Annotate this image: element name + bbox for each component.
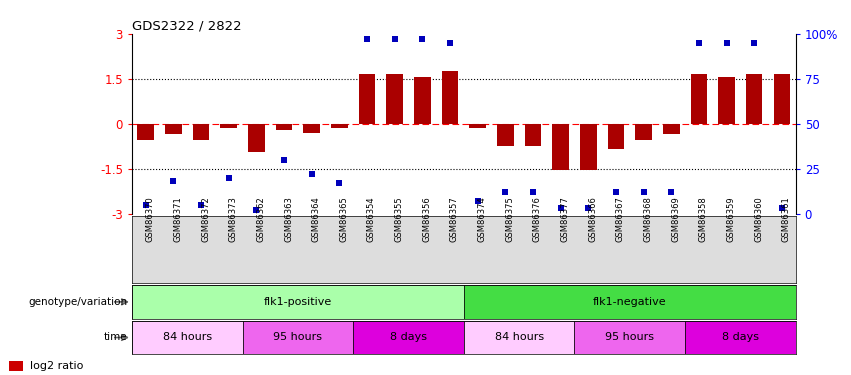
Text: GSM86360: GSM86360 [754,196,763,242]
Text: GSM86377: GSM86377 [561,196,569,242]
Text: GSM86354: GSM86354 [367,196,376,242]
Text: log2 ratio: log2 ratio [30,360,83,370]
Point [139,202,152,208]
Text: 95 hours: 95 hours [605,333,654,342]
Point [609,189,623,195]
Bar [718,77,735,124]
Text: flk1-positive: flk1-positive [264,297,332,307]
Bar [552,124,568,170]
Bar [132,321,243,354]
Text: flk1-negative: flk1-negative [593,297,666,307]
Text: GSM86361: GSM86361 [782,196,791,242]
Text: GSM86370: GSM86370 [146,196,155,242]
Text: 8 days: 8 days [722,333,759,342]
Bar [248,124,265,152]
Text: GSM86375: GSM86375 [505,196,514,242]
Point [194,202,208,208]
Text: GSM86355: GSM86355 [395,196,403,242]
Text: GSM86367: GSM86367 [616,196,625,242]
Bar [442,71,458,124]
Bar [608,124,625,149]
Bar [359,74,375,124]
Bar [138,124,154,140]
Bar [331,124,348,128]
Text: GDS2322 / 2822: GDS2322 / 2822 [132,20,242,33]
Point [167,178,180,184]
Text: GSM86357: GSM86357 [450,196,459,242]
Text: GSM86358: GSM86358 [699,196,708,242]
Point [526,189,540,195]
Bar [304,124,320,133]
Bar [470,124,486,128]
Point [775,206,789,212]
Point [222,175,236,181]
Bar [386,74,403,124]
Point [277,157,291,163]
Bar [663,124,679,134]
Text: 84 hours: 84 hours [494,333,544,342]
Point [249,207,263,213]
Text: GSM86369: GSM86369 [671,196,680,242]
Bar [220,124,237,128]
Bar [192,124,209,140]
Bar [580,124,597,170]
Text: time: time [104,333,128,342]
Bar [9,361,24,370]
Point [499,189,512,195]
Text: 84 hours: 84 hours [163,333,212,342]
Text: GSM86373: GSM86373 [229,196,237,242]
Bar [276,124,293,130]
Point [665,189,678,195]
Bar [414,77,431,124]
Text: genotype/variation: genotype/variation [29,297,128,307]
Point [443,40,457,46]
Text: GSM86365: GSM86365 [340,196,348,242]
Text: GSM86368: GSM86368 [643,196,653,242]
Bar [464,321,574,354]
Point [305,171,318,177]
Text: 8 days: 8 days [390,333,427,342]
Point [692,40,705,46]
Bar [574,321,685,354]
Point [637,189,650,195]
Bar [685,321,796,354]
Bar [635,124,652,140]
Bar [691,74,707,124]
Point [360,36,374,42]
Bar [132,285,464,319]
Bar [774,74,790,124]
Text: GSM86376: GSM86376 [533,196,542,242]
Bar [353,321,464,354]
Point [388,36,402,42]
Text: GSM86372: GSM86372 [201,196,210,242]
Point [720,40,734,46]
Bar [497,124,514,146]
Text: GSM86356: GSM86356 [422,196,431,242]
Text: 95 hours: 95 hours [273,333,323,342]
Bar [745,74,762,124]
Bar [243,321,353,354]
Point [415,36,429,42]
Bar [464,285,796,319]
Text: GSM86366: GSM86366 [588,196,597,242]
Bar [165,124,182,134]
Text: GSM86359: GSM86359 [727,196,735,242]
Point [581,206,595,212]
Text: GSM86364: GSM86364 [311,196,321,242]
Point [554,206,568,212]
Point [747,40,761,46]
Text: GSM86374: GSM86374 [477,196,487,242]
Text: GSM86363: GSM86363 [284,196,293,242]
Text: GSM86371: GSM86371 [174,196,182,242]
Text: GSM86362: GSM86362 [256,196,266,242]
Point [471,198,484,204]
Bar [524,124,541,146]
Point [333,180,346,186]
